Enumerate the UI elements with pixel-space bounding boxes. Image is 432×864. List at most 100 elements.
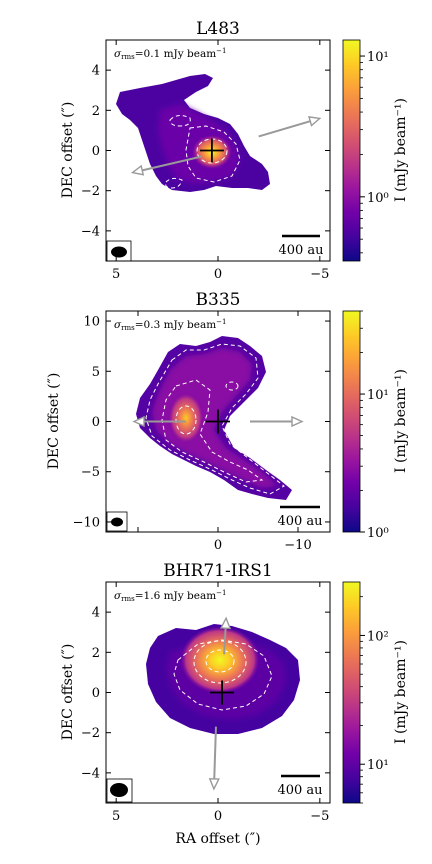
emission-region (152, 348, 278, 488)
contour-10sigma (161, 379, 264, 483)
y-tick-label: −2 (81, 184, 100, 199)
colorbar: 10⁰ 10¹ I (mJy beam⁻¹) (342, 310, 409, 541)
colorbar-gradient (342, 581, 361, 804)
outflow-arrowhead (291, 415, 304, 428)
scale-bar-label: 400 au (278, 243, 323, 258)
scale-bar: 400 au (277, 774, 323, 798)
scale-bar: 400 au (277, 505, 323, 529)
y-tick-label: 2 (92, 104, 100, 119)
x-tick-label: −10 (284, 538, 311, 553)
contour-10sigma (193, 640, 247, 684)
x-ticks: 5 0 −5 (112, 582, 329, 824)
panel-title: B335 (196, 290, 241, 310)
x-tick-label: 0 (214, 267, 222, 282)
contour-3sigma (169, 114, 191, 127)
colorbar-ticks: 10⁰ 10¹ (360, 50, 389, 254)
colorbar-label: I (mJy beam⁻¹) (393, 369, 409, 473)
rms-annotation: σrms=0.3 mJy beam−1 (114, 318, 227, 332)
colorbar-tick-label: 10⁰ (367, 526, 389, 541)
y-tick-label: 2 (92, 646, 100, 661)
contour-10sigma (175, 405, 197, 435)
emission-core (180, 626, 260, 694)
peak-marker (199, 138, 224, 163)
panel-bhr71-irs1: BHR71-IRS1 5 0 −5 4 2 0 −2 −4 σrms=1.6 mJy bea… (60, 561, 409, 847)
rms-annotation: σrms=0.1 mJy beam−1 (114, 47, 227, 61)
outflow-arrowhead (308, 116, 322, 127)
panel-l483: L483 5 0 −5 4 2 0 −2 −4 σrms=0.1 mJy beam−1 40… (60, 19, 409, 282)
peak-marker (206, 409, 230, 434)
y-tick-label: 0 (92, 415, 100, 430)
y-axis-label: DEC offset (″) (46, 373, 62, 470)
y-ticks: 4 2 0 −2 −4 (81, 606, 330, 781)
contour-3sigma (145, 343, 285, 495)
scale-bar: 400 au (278, 234, 324, 258)
y-tick-label: −4 (81, 766, 100, 781)
synthesized-beam (111, 246, 127, 258)
x-axis-label: RA offset (″) (175, 831, 260, 847)
y-tick-label: −2 (81, 726, 100, 741)
colorbar-ticks: 10⁰ 10¹ (360, 310, 389, 541)
outflow-arrow (258, 120, 311, 138)
outflow-arrowhead (219, 616, 232, 630)
x-tick-label: −5 (310, 809, 329, 824)
outflow-arrowhead (130, 164, 145, 176)
contour-3sigma (165, 177, 183, 189)
colorbar-tick-label: 10¹ (367, 758, 389, 773)
x-ticks: 5 0 −5 (112, 40, 329, 282)
emission-map (106, 624, 300, 803)
y-tick-label: 10 (83, 315, 100, 330)
y-tick-label: 0 (92, 144, 100, 159)
outflow-arrow (213, 726, 217, 779)
colorbar-tick-label: 10⁰ (367, 191, 389, 206)
y-ticks: 10 5 0 −5 −10 (73, 315, 330, 530)
y-axis-label: DEC offset (″) (60, 644, 76, 741)
contour-10sigma (225, 381, 239, 391)
colorbar-label: I (mJy beam⁻¹) (393, 640, 409, 744)
outflow-arrows (208, 616, 232, 791)
colorbar-tick-label: 10¹ (367, 388, 389, 403)
x-tick-label: −5 (310, 267, 329, 282)
outflow-arrow (141, 155, 202, 172)
colorbar-ticks: 10¹ 10² (360, 596, 389, 804)
colorbar-tick-label: 10² (367, 629, 389, 644)
y-tick-label: 0 (92, 686, 100, 701)
colorbar: 10¹ 10² I (mJy beam⁻¹) (342, 581, 409, 804)
x-tick-label: 0 (214, 809, 222, 824)
rms-annotation: σrms=1.6 mJy beam−1 (114, 589, 227, 603)
y-tick-label: −4 (81, 224, 100, 239)
panel-title: L483 (196, 19, 240, 39)
contour-30sigma (205, 649, 235, 673)
outflow-arrows (132, 415, 304, 428)
colorbar-label: I (mJy beam⁻¹) (393, 98, 409, 202)
beam-box (106, 240, 132, 261)
synthesized-beam (110, 783, 128, 797)
outflow-arrows (130, 116, 322, 176)
emission-map (106, 336, 292, 532)
scale-bar-label: 400 au (277, 514, 322, 529)
emission-map (106, 74, 270, 261)
x-tick-label: 5 (112, 267, 120, 282)
colorbar-gradient (342, 39, 361, 262)
y-tick-label: −5 (81, 465, 100, 480)
emission-core (168, 392, 204, 444)
x-tick-label: 0 (214, 538, 222, 553)
y-tick-label: 4 (92, 64, 100, 79)
peak-marker (210, 680, 235, 705)
outflow-arrowhead (132, 415, 145, 428)
y-tick-label: 5 (92, 365, 100, 380)
outflow-arrowhead (208, 778, 220, 791)
colorbar-gradient (342, 310, 361, 533)
synthesized-beam (111, 517, 123, 527)
x-ticks: 0 −10 (137, 311, 312, 553)
y-tick-label: 4 (92, 606, 100, 621)
colorbar-tick-label: 10¹ (367, 50, 389, 65)
y-axis-label: DEC offset (″) (60, 102, 76, 199)
y-tick-label: −10 (73, 515, 100, 530)
contour-3sigma (173, 639, 273, 711)
outflow-arrow (223, 628, 227, 655)
x-tick-label: 5 (112, 809, 120, 824)
y-ticks: 4 2 0 −2 −4 (81, 64, 330, 239)
scale-bar-label: 400 au (277, 783, 322, 798)
